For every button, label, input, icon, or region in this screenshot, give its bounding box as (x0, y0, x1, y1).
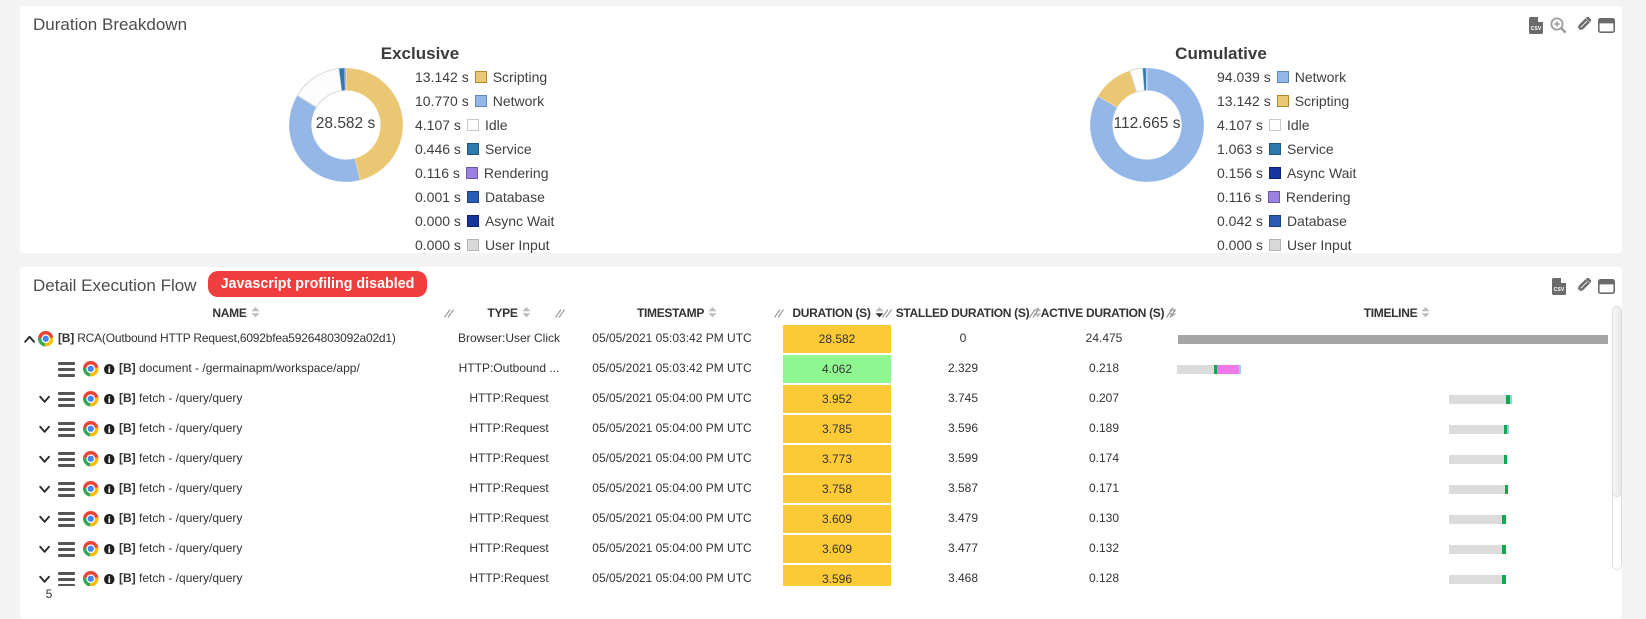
svg-text:CSV: CSV (1554, 287, 1565, 293)
svg-text:CSV: CSV (1531, 26, 1542, 32)
